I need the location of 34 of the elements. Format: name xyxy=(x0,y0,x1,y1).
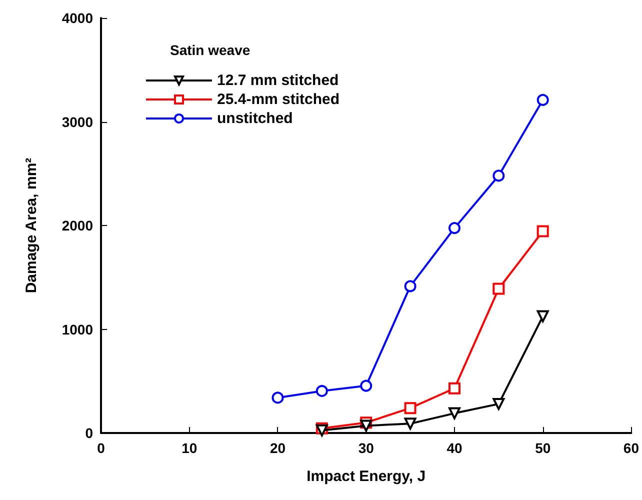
point xyxy=(360,380,372,392)
point xyxy=(492,398,505,410)
x-tick-label: 20 xyxy=(270,440,286,456)
point xyxy=(360,420,372,432)
legend-label: 25.4-mm stitched xyxy=(217,91,340,108)
legend-label: unstitched xyxy=(217,110,293,127)
y-tick-label: 1000 xyxy=(62,321,94,338)
legend-title: Satin weave xyxy=(170,42,250,58)
point xyxy=(536,94,549,106)
point xyxy=(448,382,460,394)
point xyxy=(272,392,284,404)
y-axis-title: Damage Area, mm² xyxy=(23,158,40,294)
legend-label: 12.7 mm stitched xyxy=(217,72,339,89)
point xyxy=(404,402,416,414)
x-axis-title: Impact Energy, J xyxy=(306,468,426,485)
point xyxy=(536,310,549,322)
point xyxy=(404,418,416,430)
y-tick-label: 3000 xyxy=(62,114,94,130)
point xyxy=(536,225,549,238)
point xyxy=(492,170,505,182)
x-tick-label: 0 xyxy=(97,440,106,456)
y-tick-label: 4000 xyxy=(62,10,94,26)
point xyxy=(404,280,416,292)
x-tick-label: 40 xyxy=(446,440,462,456)
point xyxy=(448,222,460,234)
point xyxy=(492,282,505,295)
y-tick-label: 2000 xyxy=(62,218,94,234)
x-tick-label: 60 xyxy=(623,440,640,456)
x-tick-label: 50 xyxy=(535,440,551,456)
x-tick-label: 30 xyxy=(358,440,374,456)
x-tick-label: 10 xyxy=(182,440,198,456)
point xyxy=(316,384,328,397)
y-tick-label: 0 xyxy=(85,425,94,441)
point xyxy=(448,407,460,420)
